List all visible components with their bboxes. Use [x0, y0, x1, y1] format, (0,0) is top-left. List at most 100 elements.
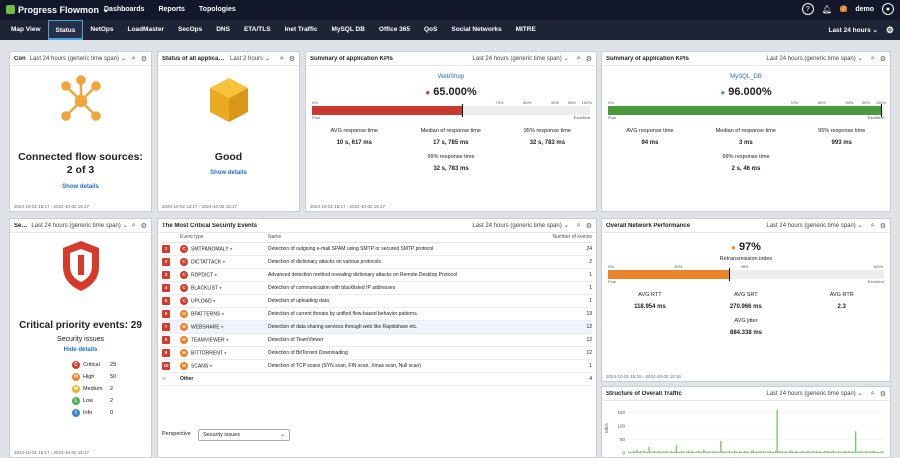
tab-loadmaster[interactable]: LoadMaster — [127, 26, 164, 33]
event-name: Detection of uploading data — [268, 294, 532, 308]
user-name[interactable]: demo — [855, 5, 874, 13]
time-range-select[interactable]: Last 24 hours (generic time span) ⌄ — [766, 390, 863, 398]
time-range-select[interactable]: Last 24 hours (generic time span) ⌄ — [766, 222, 863, 230]
brand-logo[interactable]: Progress Flowmon ⌄ — [6, 4, 110, 15]
event-type[interactable]: RDPDICT — [191, 272, 214, 278]
column-header-event-type[interactable]: Event type — [180, 233, 268, 243]
gear-icon[interactable]: ⚙ — [140, 55, 147, 63]
traffic-bar — [651, 452, 654, 453]
table-row[interactable]: 4 C BLACKLIST ▾ Detection of communication … — [162, 281, 592, 295]
traffic-bar — [795, 450, 797, 453]
event-type[interactable]: DICTATTACK — [191, 259, 222, 265]
event-type[interactable]: SMTPANOMALY — [191, 246, 229, 252]
table-row[interactable]: 7 H WEBSHARE ▾ Detection of data sharing se… — [162, 320, 592, 334]
tab-qos[interactable]: QoS — [423, 26, 438, 33]
search-icon[interactable]: ⌕ — [131, 54, 136, 62]
chevron-down-icon[interactable]: ▾ — [221, 324, 224, 330]
chevron-down-icon[interactable]: ▾ — [214, 272, 218, 278]
notification-badge[interactable]: 2 — [839, 6, 848, 12]
show-details-link[interactable]: Show details — [62, 184, 99, 190]
chevron-down-icon[interactable]: ▾ — [212, 298, 216, 304]
search-icon[interactable]: ⌕ — [870, 389, 875, 397]
severity-low[interactable]: L Low 2 — [72, 395, 151, 407]
chevron-down-icon[interactable]: ▾ — [224, 350, 227, 356]
time-range-select[interactable]: Last 24 hours (generic time span) ⌄ — [31, 222, 128, 230]
chevron-down-icon[interactable]: ▾ — [229, 246, 233, 252]
gear-icon[interactable]: ⚙ — [140, 222, 147, 230]
search-icon[interactable]: ⌕ — [576, 54, 581, 62]
traffic-bar — [708, 451, 710, 453]
tab-social-networks[interactable]: Social Networks — [451, 26, 502, 33]
table-row-other[interactable]: ⊘ Other 4 — [162, 372, 592, 386]
table-row[interactable]: 2 C DICTATTACK ▾ Detection of dictionary at… — [162, 255, 592, 269]
perspective-select[interactable]: Security issues ⌄ — [198, 429, 290, 441]
search-icon[interactable]: ⌕ — [131, 221, 136, 229]
show-details-link[interactable]: Show details — [210, 170, 247, 176]
search-icon[interactable]: ⌕ — [870, 221, 875, 229]
traffic-bar — [803, 451, 806, 453]
gear-icon[interactable]: ⚙ — [585, 222, 592, 230]
time-range-select[interactable]: Last 2 hours ⌄ — [230, 55, 271, 63]
severity-critical[interactable]: C Critical 29 — [72, 359, 151, 371]
search-icon[interactable]: ⌕ — [279, 54, 284, 62]
traffic-bar — [660, 452, 662, 453]
time-range-select[interactable]: Last 24 hours (generic time span) ⌄ — [472, 55, 569, 63]
tab-secops[interactable]: SecOps — [178, 26, 203, 33]
tab-mitre[interactable]: MITRE — [515, 26, 536, 33]
severity-info[interactable]: I Info 0 — [72, 407, 151, 419]
table-row[interactable]: 6 H BPATTERNS ▾ Detection of current threat… — [162, 307, 592, 321]
event-type[interactable]: WEBSHARE — [191, 324, 220, 330]
nav-reports[interactable]: Reports — [158, 6, 185, 13]
time-range-select[interactable]: Last 24 hours (generic time span) ⌄ — [29, 55, 127, 63]
help-icon[interactable]: ? — [801, 3, 814, 15]
event-type[interactable]: BPATTERNS — [191, 311, 221, 317]
table-row[interactable]: 9 H BITTORRENT ▾ Detection of BitTorrent Do… — [162, 346, 592, 360]
nav-dashboards[interactable]: Dashboards — [104, 6, 145, 13]
time-range-select[interactable]: Last 24 hours (generic time span) ⌄ — [472, 222, 569, 230]
tab-inet-traffic[interactable]: Inet Traffic — [284, 26, 318, 33]
table-row[interactable]: 8 H TEAMVIEWER ▾ Detection of TeamViewer 12 — [162, 333, 592, 347]
tab-mysql-db[interactable]: MySQL DB — [331, 26, 365, 33]
tab-map-view[interactable]: Map View — [11, 26, 41, 33]
tab-eta-tls[interactable]: ETA/TLS — [243, 26, 271, 33]
event-name: Detection of current threats by unified … — [268, 307, 532, 321]
search-icon[interactable]: ⌕ — [870, 54, 875, 62]
event-type[interactable]: BLACKLIST — [191, 285, 218, 291]
gear-icon[interactable]: ⚙ — [288, 55, 295, 63]
chevron-down-icon[interactable]: ▾ — [209, 363, 213, 369]
user-avatar-icon[interactable]: ● — [882, 3, 894, 15]
event-type[interactable]: UPLOAD — [191, 298, 212, 304]
gear-icon[interactable]: ⚙ — [885, 25, 894, 35]
event-type[interactable]: TEAMVIEWER — [191, 337, 225, 343]
gear-icon[interactable]: ⚙ — [879, 55, 886, 63]
event-type[interactable]: SCANS — [191, 363, 209, 369]
chevron-down-icon[interactable]: ▾ — [221, 311, 225, 317]
chevron-down-icon[interactable]: ▾ — [219, 285, 222, 291]
table-row[interactable]: 10 H SCANS ▾ Detection of TCP scans (SYN sc… — [162, 359, 592, 373]
table-row[interactable]: 5 C UPLOAD ▾ Detection of uploading data 1 — [162, 294, 592, 308]
severity-medium[interactable]: M Medium 2 — [72, 385, 114, 393]
event-type[interactable]: BITTORRENT — [191, 350, 223, 356]
tab-netops[interactable]: NetOps — [90, 26, 114, 33]
gear-icon[interactable]: ⚙ — [879, 222, 886, 230]
global-time-range[interactable]: Last 24 hours ⌄ — [828, 27, 878, 34]
tab-dns[interactable]: DNS — [216, 26, 230, 33]
column-header-count[interactable]: Number of events — [532, 233, 592, 243]
time-range-select[interactable]: Last 24 hours (generic time span) ⌄ — [766, 55, 863, 63]
hide-details-link[interactable]: Hide details — [63, 347, 98, 353]
column-header-name[interactable]: Name — [268, 233, 532, 243]
y-tick-label: 0 — [622, 451, 625, 456]
search-icon[interactable]: ⌕ — [576, 221, 581, 229]
gear-icon[interactable]: ⚙ — [879, 390, 886, 398]
tab-status[interactable]: Status — [47, 20, 84, 40]
traffic-bar — [877, 451, 879, 453]
table-row[interactable]: 3 C RDPDICT ▾ Advanced detection method rev… — [162, 268, 592, 282]
tab-office-365[interactable]: Office 365 — [378, 26, 410, 33]
bell-icon[interactable]: 🔔︎ — [821, 4, 832, 14]
gear-icon[interactable]: ⚙ — [585, 55, 592, 63]
table-row[interactable]: 1 C SMTPANOMALY ▾ Detection of outgoing e-m… — [162, 242, 592, 256]
severity-high[interactable]: H High 50 — [72, 371, 151, 383]
nav-topologies[interactable]: Topologies — [198, 6, 236, 13]
chevron-down-icon[interactable]: ▾ — [222, 259, 226, 265]
chevron-down-icon[interactable]: ▾ — [226, 337, 229, 343]
